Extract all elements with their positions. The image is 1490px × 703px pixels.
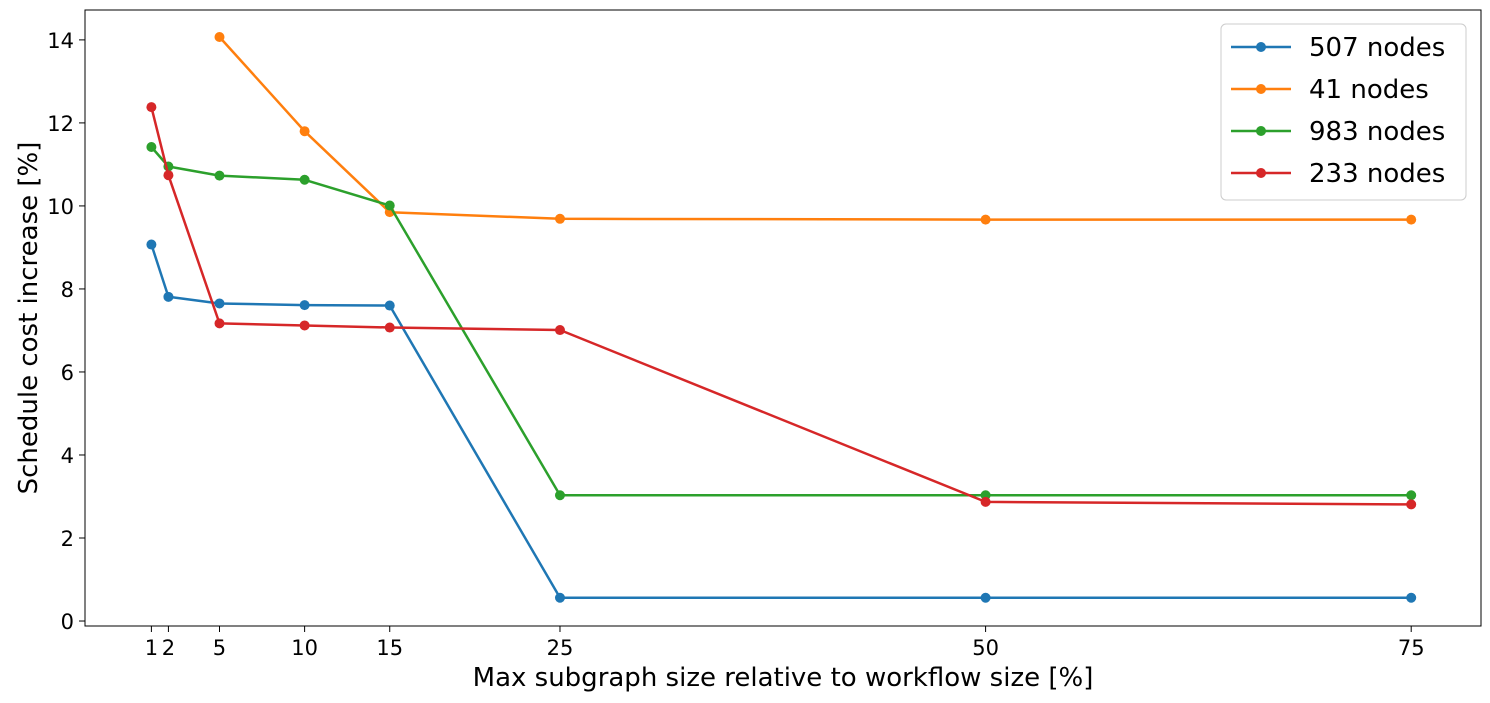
data-point bbox=[146, 102, 157, 113]
data-point bbox=[214, 298, 225, 309]
data-point bbox=[554, 490, 565, 501]
data-point bbox=[980, 214, 991, 225]
y-tick-label: 10 bbox=[47, 195, 74, 219]
data-point bbox=[146, 239, 157, 250]
data-point bbox=[163, 291, 174, 302]
x-tick-label: 25 bbox=[547, 636, 574, 660]
data-point bbox=[384, 300, 395, 311]
data-point bbox=[980, 592, 991, 603]
data-point bbox=[1406, 499, 1417, 510]
y-tick-label: 0 bbox=[61, 610, 74, 634]
data-point bbox=[299, 320, 310, 331]
data-point bbox=[214, 31, 225, 42]
data-point bbox=[163, 170, 174, 181]
plot-frame bbox=[84, 9, 1482, 627]
legend-label: 233 nodes bbox=[1309, 159, 1445, 189]
x-tick-label: 2 bbox=[162, 636, 175, 660]
data-point bbox=[554, 592, 565, 603]
legend: 507 nodes 41 nodes 983 nodes 233 nodes bbox=[1220, 23, 1467, 201]
legend-item: 983 nodes bbox=[1231, 117, 1445, 147]
y-tick-label: 4 bbox=[61, 444, 74, 468]
data-point bbox=[214, 170, 225, 181]
legend-marker bbox=[1256, 168, 1266, 178]
series-507-nodes bbox=[146, 239, 1417, 603]
data-point bbox=[384, 322, 395, 333]
data-point bbox=[1406, 490, 1417, 501]
y-tick-label: 2 bbox=[61, 527, 74, 551]
series-line bbox=[150, 106, 1412, 506]
data-point bbox=[299, 126, 310, 137]
series-layer bbox=[146, 31, 1417, 603]
x-tick-label: 50 bbox=[972, 636, 999, 660]
data-point bbox=[299, 300, 310, 311]
legend-item: 41 nodes bbox=[1231, 75, 1429, 105]
series-41-nodes bbox=[214, 31, 1417, 225]
series-line bbox=[218, 36, 1412, 221]
legend-marker bbox=[1256, 84, 1266, 94]
x-tick-label: 1 bbox=[145, 636, 158, 660]
legend-label: 983 nodes bbox=[1309, 117, 1445, 147]
y-axis-label: Schedule cost increase [%] bbox=[14, 142, 44, 495]
data-point bbox=[299, 174, 310, 185]
y-tick-label: 12 bbox=[47, 112, 74, 136]
legend-box bbox=[1220, 23, 1467, 201]
data-point bbox=[146, 141, 157, 152]
series-line bbox=[150, 244, 1412, 600]
data-point bbox=[214, 318, 225, 329]
x-axis-label: Max subgraph size relative to workflow s… bbox=[473, 663, 1094, 693]
x-tick-label: 15 bbox=[376, 636, 403, 660]
data-point bbox=[384, 200, 395, 211]
x-tick-label: 5 bbox=[213, 636, 226, 660]
legend-label: 41 nodes bbox=[1309, 75, 1429, 105]
x-tick-label: 75 bbox=[1398, 636, 1425, 660]
data-point bbox=[980, 496, 991, 507]
legend-item: 233 nodes bbox=[1231, 159, 1445, 189]
y-tick-label: 6 bbox=[61, 361, 74, 385]
legend-marker bbox=[1256, 42, 1266, 52]
series-233-nodes bbox=[146, 102, 1417, 510]
y-tick-label: 14 bbox=[47, 29, 74, 53]
x-axis: 1 2 5 10 15 25 50 75 bbox=[145, 626, 1425, 660]
data-point bbox=[1406, 214, 1417, 225]
data-point bbox=[554, 213, 565, 224]
legend-label: 507 nodes bbox=[1309, 33, 1445, 63]
y-tick-label: 8 bbox=[61, 278, 74, 302]
legend-marker bbox=[1256, 126, 1266, 136]
x-tick-label: 10 bbox=[291, 636, 318, 660]
series-line bbox=[150, 146, 1412, 497]
data-point bbox=[1406, 592, 1417, 603]
y-axis: 0 2 4 6 8 10 12 14 bbox=[47, 29, 85, 634]
legend-item: 507 nodes bbox=[1231, 33, 1445, 63]
data-point bbox=[554, 325, 565, 336]
